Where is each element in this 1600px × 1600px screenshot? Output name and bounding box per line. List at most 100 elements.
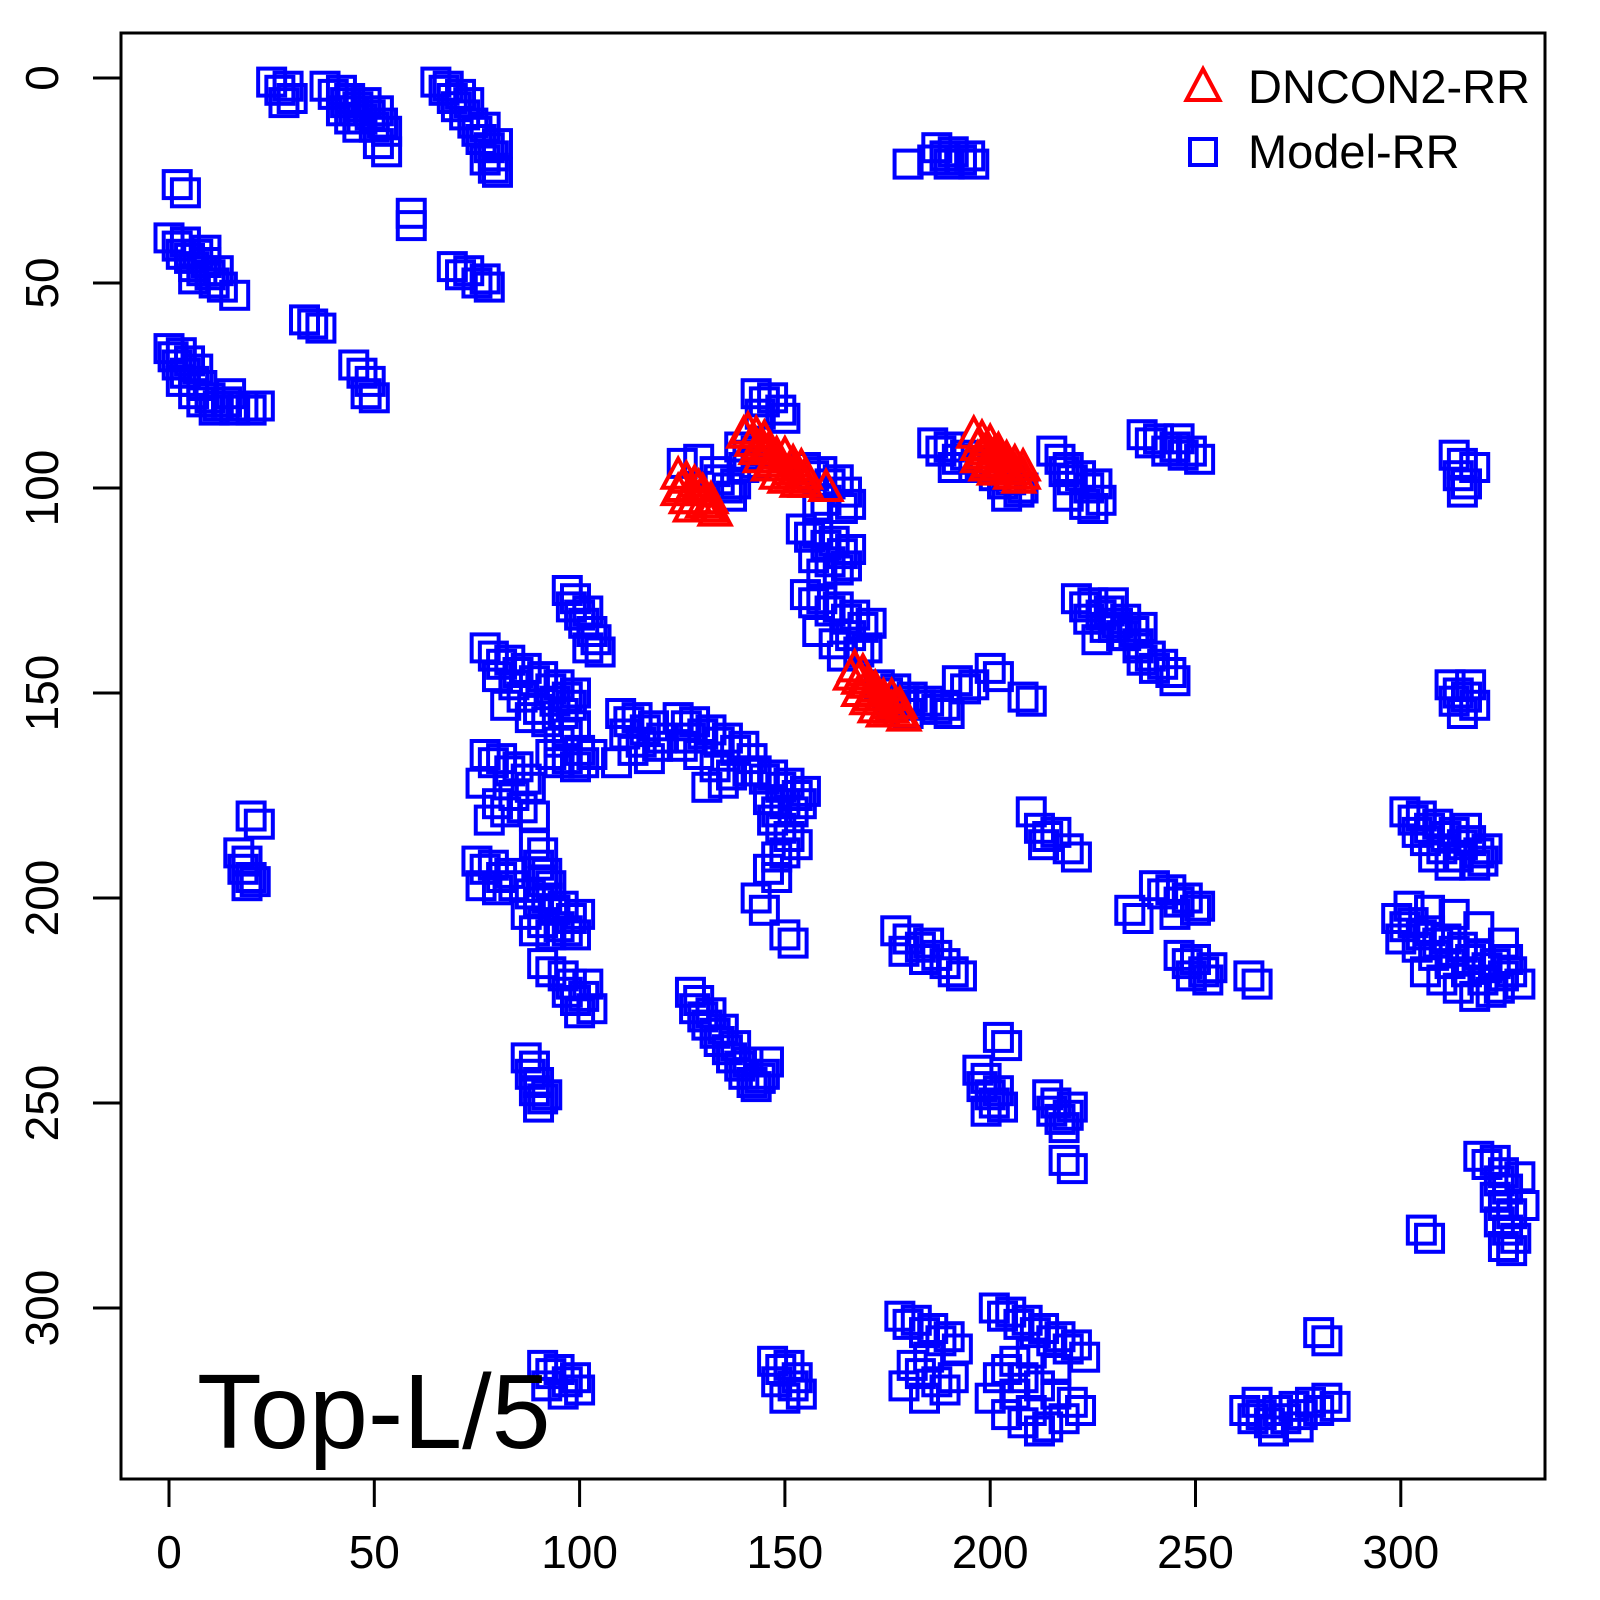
model-rr-point — [769, 919, 801, 951]
model-rr-point — [954, 140, 986, 172]
model-rr-point — [481, 788, 513, 820]
dncon2-rr-point — [659, 470, 697, 507]
model-rr-point — [666, 730, 698, 762]
model-rr-point — [305, 312, 337, 344]
model-rr-point — [601, 747, 633, 779]
dncon2-rr-point — [856, 688, 895, 724]
model-rr-point — [974, 652, 1006, 684]
model-rr-point — [1233, 960, 1265, 992]
model-rr-point — [543, 911, 575, 943]
model-rr-point — [1122, 903, 1154, 934]
model-rr-point — [699, 751, 731, 783]
model-rr-point — [1073, 603, 1105, 635]
model-rr-point — [469, 263, 501, 295]
model-rr-point — [334, 103, 366, 135]
model-rr-point — [1028, 829, 1060, 861]
model-rr-point — [551, 915, 583, 947]
model-rr-point — [987, 1300, 1019, 1332]
model-rr-point — [1463, 911, 1495, 943]
model-rr-point — [1015, 796, 1047, 828]
model-rr-point — [1126, 419, 1158, 451]
model-rr-point — [1508, 1190, 1540, 1221]
model-rr-point — [461, 845, 493, 877]
model-rr-point — [917, 144, 949, 176]
model-rr-point — [1303, 1317, 1335, 1349]
model-rr-point — [1475, 976, 1507, 1008]
dncon2-rr-point — [659, 454, 697, 490]
model-rr-point — [1311, 1325, 1343, 1357]
model-rr-point — [950, 673, 982, 705]
legend-triangle-icon — [1183, 64, 1223, 102]
model-rr-point — [991, 1030, 1023, 1062]
model-rr-point — [1015, 685, 1047, 717]
model-rr-point — [465, 870, 497, 902]
model-rr-point — [235, 800, 267, 832]
dncon2-rr-point — [975, 450, 1014, 486]
model-rr-point — [371, 136, 403, 168]
model-rr-point — [884, 1300, 916, 1332]
model-rr-point — [1409, 825, 1441, 857]
model-rr-point — [1048, 1144, 1080, 1176]
model-rr-point — [1414, 1222, 1446, 1254]
y-axis-tick-label: 100 — [16, 450, 68, 527]
model-rr-point — [481, 874, 513, 906]
model-rr-point — [769, 1382, 801, 1414]
model-rr-point — [531, 1370, 563, 1402]
model-rr-point — [243, 808, 275, 840]
model-rr-point — [1487, 1157, 1519, 1189]
legend-square-icon — [1188, 137, 1218, 167]
model-rr-point — [1175, 960, 1207, 992]
model-rr-point — [991, 1399, 1023, 1431]
model-rr-point — [1401, 931, 1433, 963]
model-rr-point — [1184, 890, 1216, 922]
model-rr-point — [761, 1366, 793, 1398]
model-rr-point — [987, 1091, 1019, 1123]
dncon2-rr-point — [671, 487, 710, 523]
model-rr-point — [1467, 845, 1499, 877]
model-rr-point — [757, 804, 789, 836]
dncon2-rr-point — [778, 462, 817, 498]
model-rr-point — [510, 898, 542, 930]
model-rr-point — [1487, 927, 1519, 959]
y-axis-tick-label: 50 — [16, 257, 68, 308]
model-rr-point — [350, 378, 382, 410]
model-rr-point — [576, 616, 608, 647]
model-rr-point — [978, 1292, 1010, 1324]
model-rr-point — [933, 148, 965, 180]
model-rr-point — [769, 837, 801, 869]
model-rr-point — [1278, 1390, 1310, 1422]
model-rr-point — [1311, 1382, 1343, 1414]
model-rr-point — [219, 279, 251, 311]
model-rr-point — [564, 1374, 596, 1406]
model-rr-point — [473, 271, 505, 303]
model-rr-point — [169, 177, 201, 209]
model-rr-point — [1007, 681, 1039, 713]
model-rr-point — [1463, 1140, 1495, 1172]
model-rr-point — [1163, 423, 1195, 455]
model-rr-point — [1241, 1386, 1273, 1418]
model-rr-point — [978, 1087, 1010, 1119]
model-rr-point — [531, 1079, 563, 1111]
model-rr-point — [941, 665, 973, 697]
model-rr-point — [477, 152, 509, 184]
model-rr-point — [1455, 669, 1487, 701]
model-rr-point — [1052, 833, 1084, 865]
y-axis-tick-label: 300 — [16, 1270, 68, 1347]
dncon2-rr-point — [757, 454, 796, 490]
model-rr-point — [958, 669, 990, 701]
model-rr-point — [982, 1362, 1014, 1394]
model-rr-point — [1007, 1362, 1039, 1394]
model-rr-point — [1159, 898, 1191, 930]
model-rr-point — [1023, 1415, 1055, 1447]
model-rr-point — [765, 394, 797, 426]
model-rr-point — [1450, 468, 1482, 500]
model-rr-point — [1492, 944, 1524, 975]
model-rr-point — [761, 862, 793, 893]
dncon2-rr-point — [1004, 446, 1042, 482]
dncon2-rr-point — [848, 679, 886, 716]
annotation-top-l5: Top-L/5 — [197, 1353, 551, 1471]
model-rr-point — [477, 640, 509, 672]
model-rr-point — [1192, 964, 1224, 996]
